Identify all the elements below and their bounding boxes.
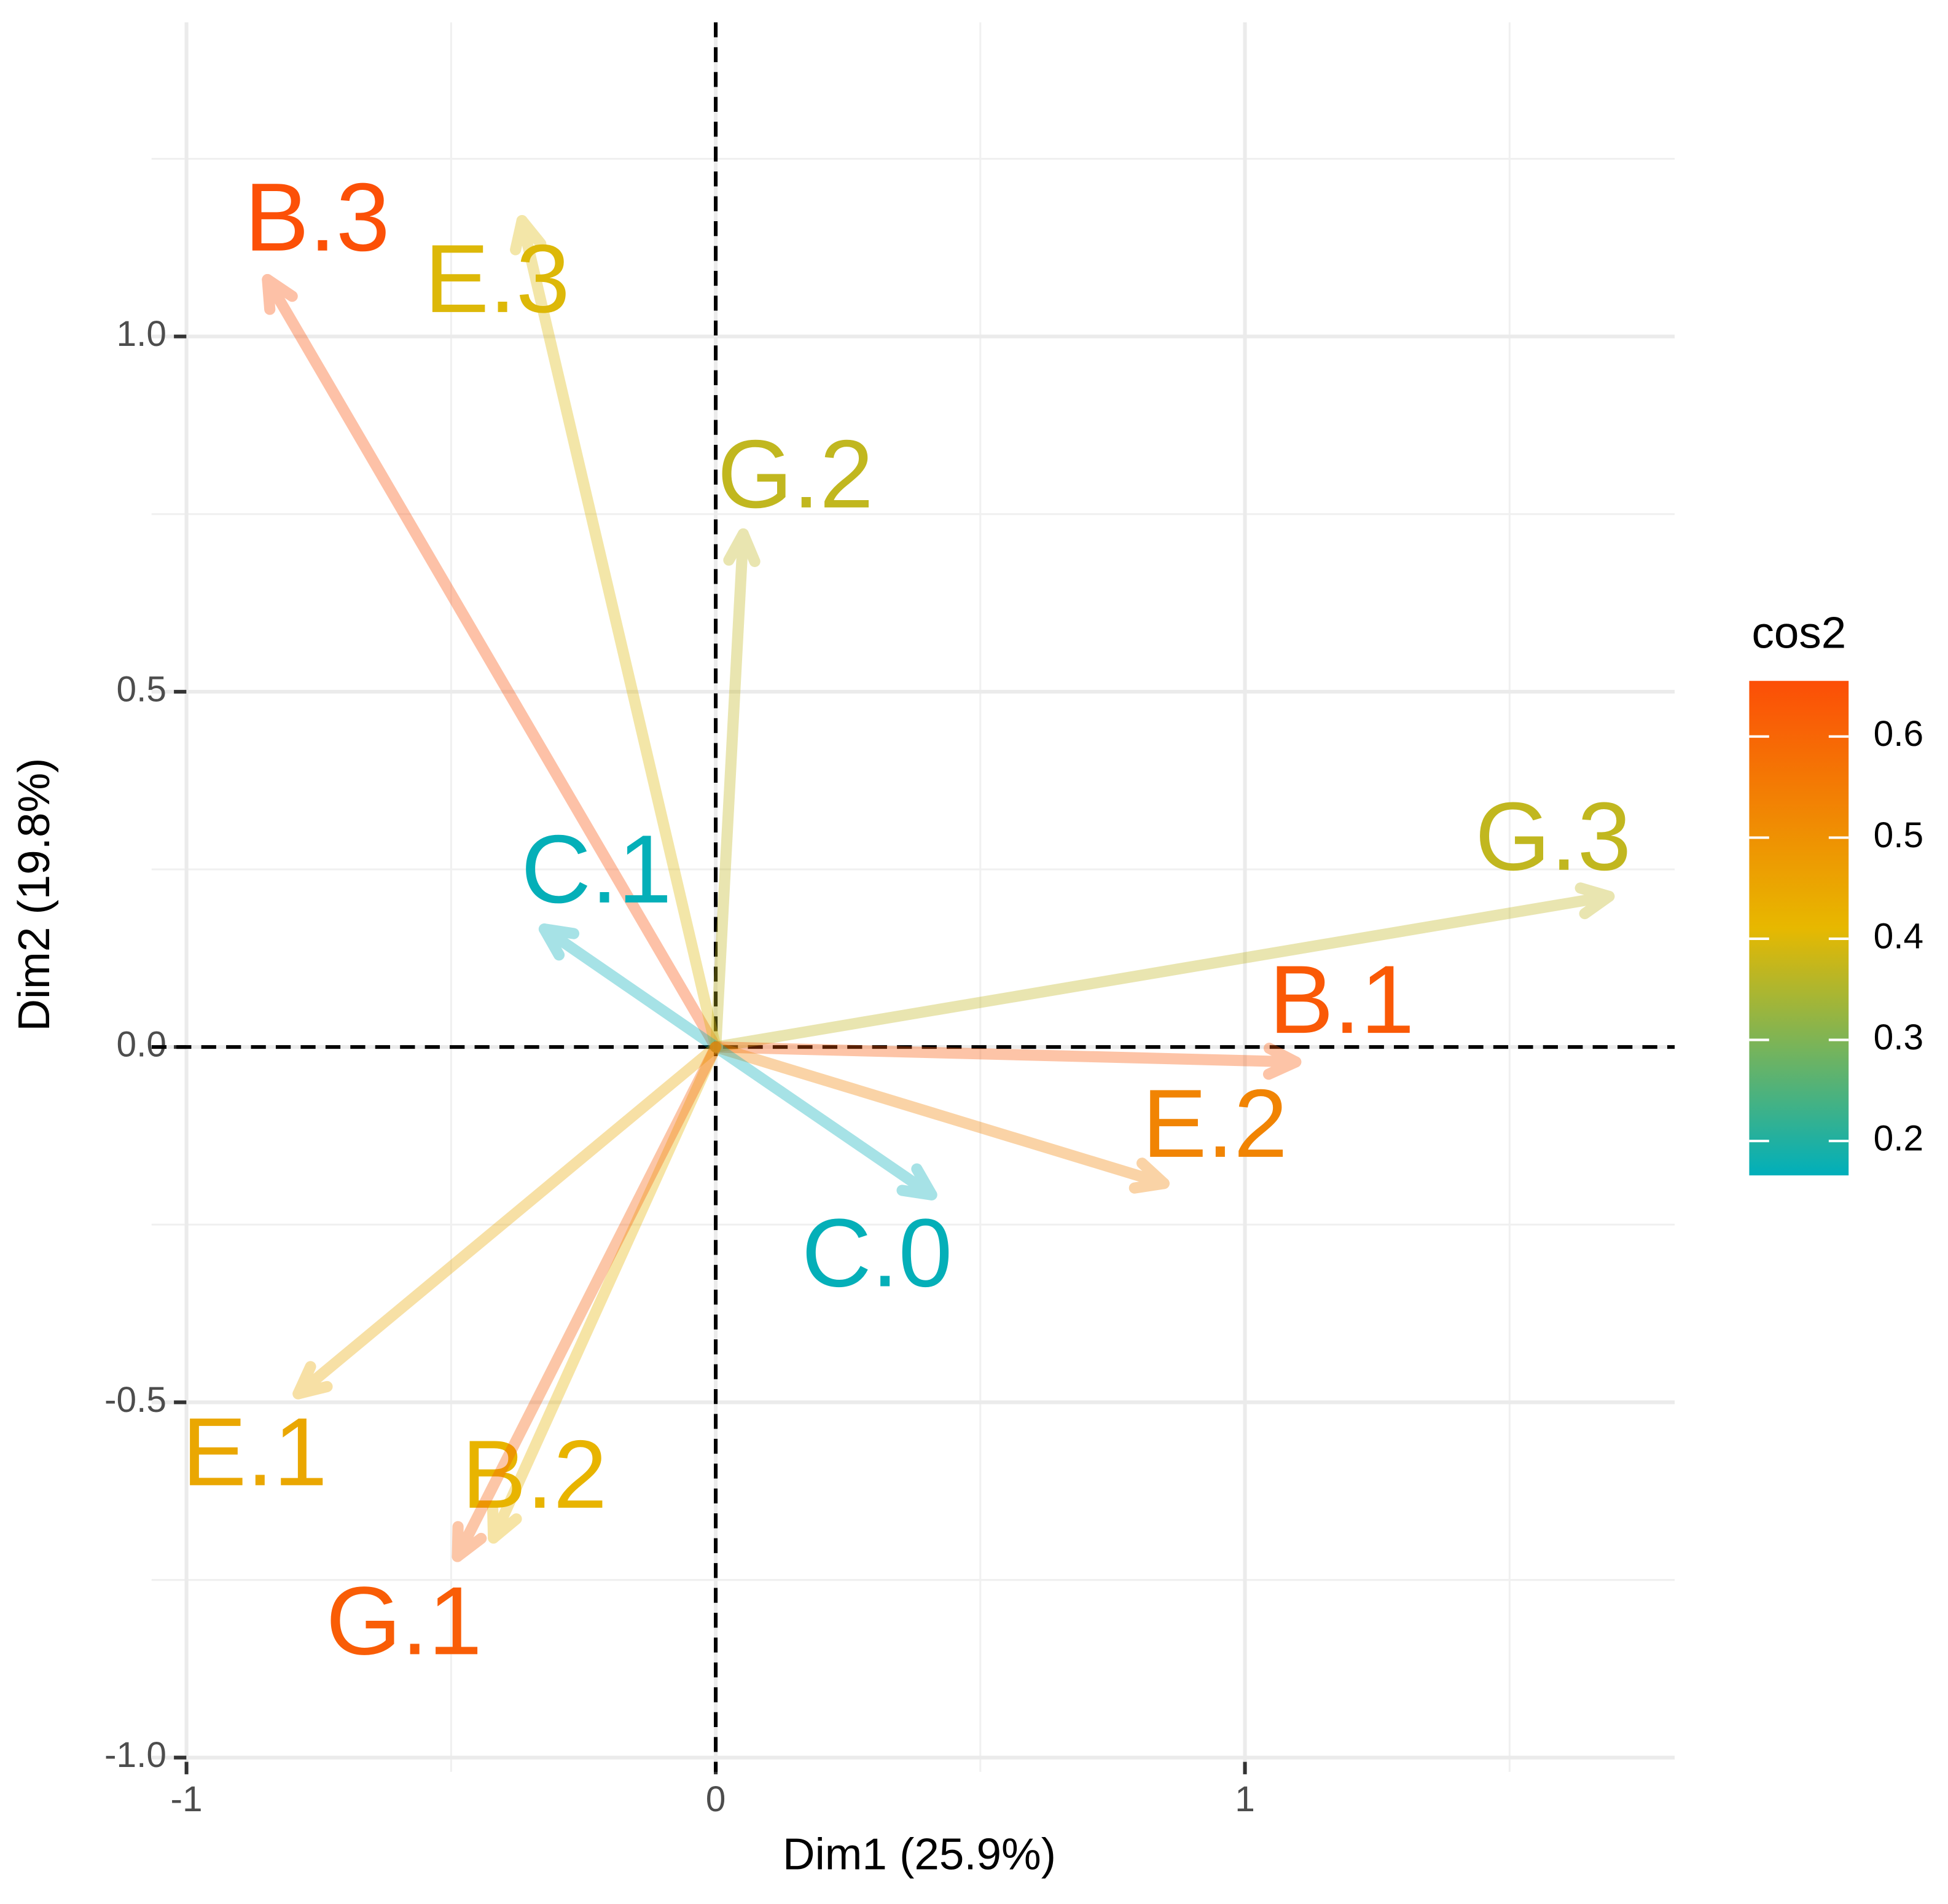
x-tick-label: 0 [706,1779,726,1819]
arrow [710,882,1615,1053]
arrow-label: E.1 [182,1398,327,1506]
arrow [710,1041,1170,1194]
grid [151,22,1675,1772]
arrow [710,1041,937,1201]
arrow-head [723,528,761,567]
y-axis-title: Dim2 (19.8%) [9,758,59,1032]
y-tick-label: -1.0 [104,1735,166,1775]
y-tick-label: 0.0 [116,1025,166,1065]
arrow-head [262,273,298,315]
arrow-label: B.1 [1269,946,1415,1054]
arrow [710,1041,1302,1080]
arrow-shaft [452,1041,722,1562]
arrow-shaft [488,1041,722,1544]
arrow-label: B.2 [462,1420,608,1529]
arrow-shaft [710,1041,1302,1068]
arrow-label: E.2 [1142,1070,1288,1178]
arrow-shaft [516,214,722,1053]
colorbar-tick-label: 0.4 [1874,916,1924,956]
arrow-head [538,923,580,961]
arrow-head [292,1361,333,1400]
x-axis-title: Dim1 (25.9%) [783,1830,1056,1879]
arrow-head [896,1163,937,1201]
x-tick-label: -1 [171,1779,203,1819]
arrow [710,528,761,1053]
arrow-label: G.2 [718,420,874,528]
arrow-shaft [538,923,722,1053]
y-tick-label: -0.5 [104,1380,166,1420]
colorbar-tick-label: 0.2 [1874,1119,1924,1159]
arrow-shaft [292,1041,722,1400]
arrow [452,1041,722,1562]
arrow-label: B.3 [244,163,390,272]
colorbar-tick-label: 0.3 [1874,1017,1924,1057]
arrow [487,1041,722,1544]
arrow-head [1129,1158,1170,1194]
arrow [292,1041,722,1400]
arrow-shaft [262,273,722,1053]
arrow-label: C.0 [802,1199,952,1307]
legend-title: cos2 [1751,608,1846,658]
colorbar [1749,681,1849,1176]
arrow-head [1574,882,1615,920]
arrow [262,273,722,1053]
arrow-shaft [710,1041,1170,1189]
arrow-label: C.1 [521,815,671,923]
x-tick-label: 1 [1235,1779,1255,1819]
y-tick-label: 0.5 [116,669,166,709]
arrow-shaft [710,528,749,1053]
y-tick-label: 1.0 [116,314,166,354]
arrow-label: G.3 [1475,783,1631,891]
arrow [538,923,722,1053]
arrow-label: E.3 [424,225,570,333]
arrow-shaft [710,1041,937,1201]
arrow-label: G.1 [326,1567,482,1675]
arrow-shaft [710,890,1615,1053]
arrow-head [487,1502,522,1544]
colorbar-tick-label: 0.5 [1874,815,1924,855]
arrow-head [510,214,547,256]
arrow-head [1262,1043,1302,1080]
arrow [510,214,722,1053]
colorbar-tick-label: 0.6 [1874,714,1924,754]
arrow-head [452,1521,487,1562]
